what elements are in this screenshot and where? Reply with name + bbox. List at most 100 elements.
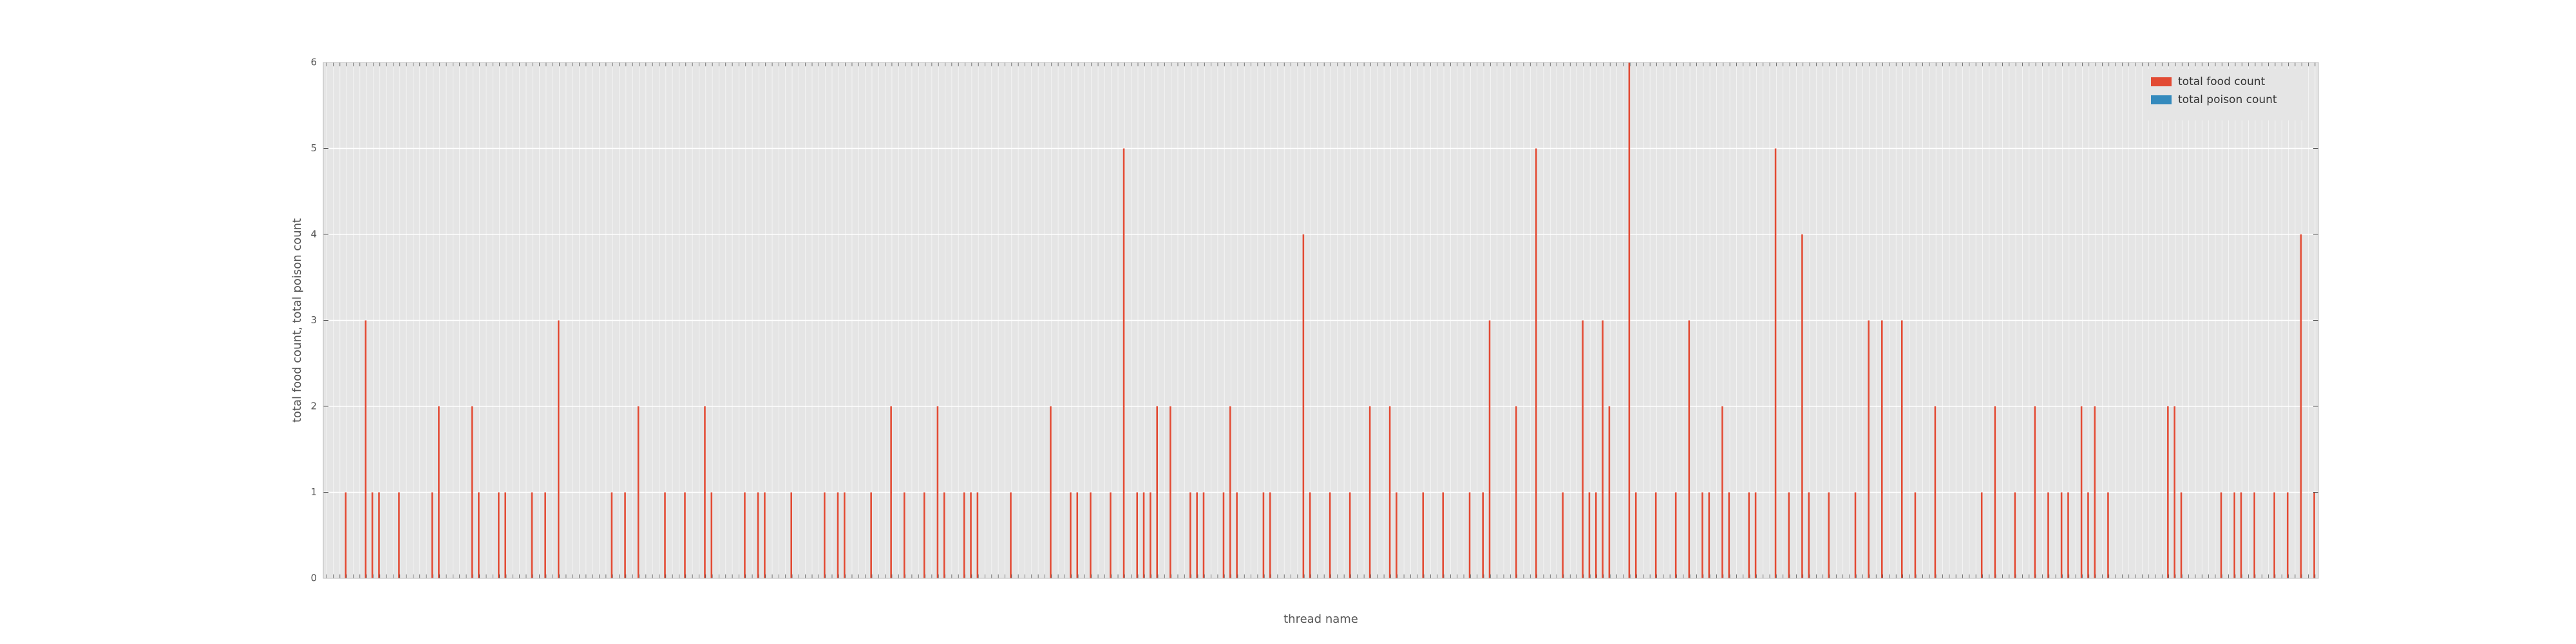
bar	[684, 492, 686, 578]
bar	[504, 492, 506, 578]
y-tick-label: 1	[310, 486, 317, 498]
bar	[2034, 406, 2036, 578]
bar	[1562, 492, 1564, 578]
bar	[844, 492, 846, 578]
plot-frame	[323, 62, 2319, 579]
bar	[1122, 148, 1125, 578]
bar	[890, 406, 892, 578]
bar	[1349, 492, 1351, 578]
bar	[1994, 406, 1996, 578]
bar	[2240, 492, 2242, 578]
bar	[1774, 148, 1777, 578]
bar	[2094, 406, 2096, 578]
bar	[471, 406, 473, 578]
bar	[1854, 492, 1857, 578]
bar	[764, 492, 766, 578]
bar	[904, 492, 905, 578]
bar	[1980, 492, 1983, 578]
bar	[345, 492, 347, 578]
bar	[1222, 492, 1225, 578]
bar	[1628, 62, 1631, 578]
bar	[1422, 492, 1425, 578]
bar	[1688, 320, 1690, 578]
bar	[2067, 492, 2069, 578]
bars	[345, 62, 2315, 578]
bar	[1156, 406, 1158, 578]
x-axis-label: thread name	[1283, 612, 1358, 626]
bar	[1535, 148, 1537, 578]
bar	[1881, 320, 1883, 578]
bar	[837, 492, 839, 578]
y-tick-label: 5	[310, 142, 317, 154]
bar	[624, 492, 626, 578]
bar	[1136, 492, 1139, 578]
bar	[2174, 406, 2175, 578]
y-axis-label: total food count, total poison count	[290, 218, 304, 422]
bar	[824, 492, 826, 578]
bar	[1754, 492, 1757, 578]
bar	[2253, 492, 2255, 578]
bar	[438, 406, 440, 578]
bar	[970, 492, 972, 578]
bar	[1262, 492, 1265, 578]
bar	[2014, 492, 2016, 578]
bar	[1914, 492, 1917, 578]
bar	[1150, 492, 1151, 578]
legend-swatch	[2151, 77, 2172, 86]
legend: total food count total poison count	[2145, 69, 2306, 120]
bar	[1076, 492, 1079, 578]
bar	[531, 492, 533, 578]
bar	[1396, 492, 1397, 578]
bar	[1302, 234, 1305, 578]
bar	[1701, 492, 1703, 578]
bar	[710, 492, 713, 578]
bar	[1468, 492, 1471, 578]
bar	[790, 492, 793, 578]
bar	[478, 492, 480, 578]
axes: 0 1 2 3 4 5 6	[310, 57, 2319, 584]
bar	[1748, 492, 1750, 578]
legend-label: total poison count	[2178, 93, 2277, 106]
bar	[2233, 492, 2235, 578]
bar	[2167, 406, 2169, 578]
bar	[1582, 320, 1584, 578]
bar	[1634, 492, 1637, 578]
bar	[1090, 492, 1092, 578]
y-tick-label: 0	[310, 573, 317, 584]
bar	[558, 320, 560, 578]
bar	[1588, 492, 1591, 578]
bar	[2273, 492, 2275, 578]
bar	[936, 406, 939, 578]
bar	[2107, 492, 2109, 578]
bar	[2286, 492, 2289, 578]
bar	[1654, 492, 1657, 578]
bar	[1142, 492, 1145, 578]
bar	[704, 406, 706, 578]
bar	[2300, 234, 2302, 578]
bar	[1196, 492, 1198, 578]
bar	[1388, 406, 1391, 578]
bar	[431, 492, 433, 578]
bar	[1010, 492, 1012, 578]
bar	[1515, 406, 1517, 578]
bar	[943, 492, 945, 578]
bar	[1368, 406, 1371, 578]
bar	[1708, 492, 1710, 578]
bar	[1901, 320, 1903, 578]
bar	[611, 492, 613, 578]
bar	[870, 492, 872, 578]
y-tick-label: 2	[310, 401, 317, 412]
bar	[1801, 234, 1803, 578]
bar	[1269, 492, 1271, 578]
bar	[1868, 320, 1870, 578]
legend-swatch	[2151, 95, 2172, 104]
bar	[2313, 492, 2315, 578]
bar	[1674, 492, 1677, 578]
bar	[1788, 492, 1790, 578]
y-tick-label: 4	[310, 229, 317, 240]
bar	[664, 492, 666, 578]
legend-label: total food count	[2178, 75, 2266, 88]
bar	[398, 492, 400, 578]
bar	[1236, 492, 1238, 578]
